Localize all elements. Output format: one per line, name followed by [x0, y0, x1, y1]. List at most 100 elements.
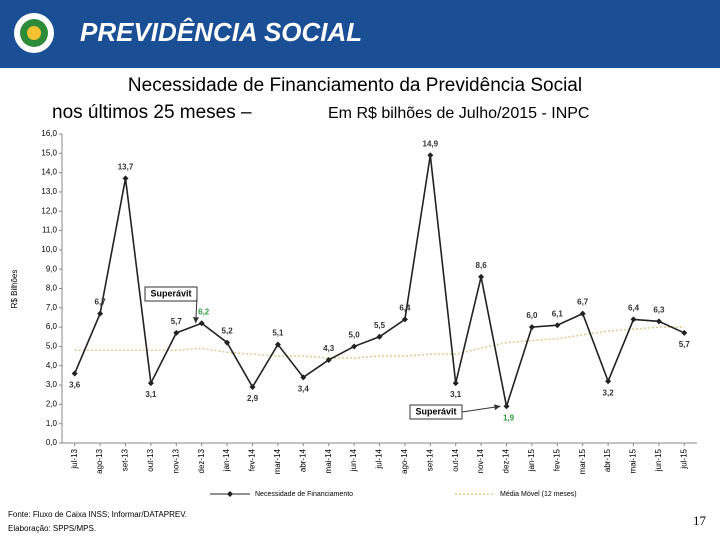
marker	[198, 320, 205, 327]
chart-title: Necessidade de Financiamento da Previdên…	[128, 75, 582, 96]
marker	[300, 374, 307, 381]
y-tick-label: 16,0	[41, 129, 57, 138]
marker	[173, 329, 180, 336]
y-tick-label: 13,0	[41, 187, 57, 196]
x-tick-label: ago-14	[400, 448, 409, 473]
marker	[97, 310, 104, 317]
x-tick-label: jul-13	[70, 448, 79, 469]
value-label: 14,9	[423, 139, 439, 148]
x-tick-label: set-14	[425, 448, 434, 471]
marker	[351, 343, 358, 350]
x-tick-label: mar-14	[273, 448, 282, 474]
marker	[630, 316, 637, 323]
value-label: 2,9	[247, 394, 259, 403]
value-label: 6,0	[526, 311, 538, 320]
marker	[249, 383, 256, 390]
logo-core	[27, 26, 41, 40]
marker	[681, 329, 688, 336]
y-tick-label: 8,0	[46, 284, 58, 293]
marker	[605, 378, 612, 385]
marker	[147, 380, 154, 387]
y-axis-label: R$ Bilhões	[10, 270, 19, 309]
value-label: 6,3	[653, 305, 665, 314]
y-tick-label: 0,0	[46, 438, 58, 447]
value-label: 4,3	[323, 344, 335, 353]
x-tick-label: jan-15	[527, 448, 536, 472]
arrow-head	[192, 317, 199, 324]
y-tick-label: 5,0	[46, 342, 58, 351]
value-label: 3,4	[298, 384, 310, 393]
value-label: 5,7	[171, 317, 183, 326]
y-tick-label: 7,0	[46, 303, 58, 312]
x-tick-label: out-14	[451, 448, 460, 471]
y-tick-label: 12,0	[41, 206, 57, 215]
x-tick-label: dez-13	[197, 448, 206, 473]
marker	[376, 333, 383, 340]
x-tick-label: nov-14	[476, 448, 485, 473]
marker	[655, 318, 662, 325]
x-tick-label: jan-14	[222, 448, 231, 472]
x-tick-label: nov-13	[171, 448, 180, 473]
value-label: 8,6	[476, 261, 488, 270]
value-label: 1,9	[503, 413, 515, 422]
header-bar	[0, 0, 720, 68]
x-tick-label: mar-15	[578, 448, 587, 474]
value-label: 5,7	[679, 340, 691, 349]
y-tick-label: 1,0	[46, 419, 58, 428]
arrow-head	[494, 404, 501, 411]
y-tick-label: 15,0	[41, 148, 57, 157]
x-tick-label: set-13	[121, 448, 130, 471]
marker	[274, 341, 281, 348]
marker	[503, 403, 510, 410]
x-tick-label: mai-15	[629, 448, 638, 473]
credit: Elaboração: SPPS/MPS.	[8, 524, 96, 533]
y-tick-label: 4,0	[46, 361, 58, 370]
marker	[528, 324, 535, 331]
legend-label: Média Móvel (12 meses)	[500, 491, 577, 498]
marker	[554, 322, 561, 329]
marker	[122, 175, 129, 182]
chart-subtitle: Em R$ bilhões de Julho/2015 - INPC	[328, 105, 589, 122]
marker	[71, 370, 78, 377]
annotation-arrow	[461, 405, 501, 413]
value-label: 6,1	[552, 309, 564, 318]
x-tick-label: fev-15	[552, 448, 561, 471]
x-tick-label: dez-14	[502, 448, 511, 473]
value-label: 13,7	[118, 163, 134, 172]
page-number: 17	[693, 513, 707, 528]
value-label: 3,1	[450, 390, 462, 399]
value-label: 5,0	[349, 331, 361, 340]
y-tick-label: 3,0	[46, 380, 58, 389]
header-title: PREVIDÊNCIA SOCIAL	[80, 17, 362, 47]
x-tick-label: fev-14	[248, 448, 257, 471]
annotation-box	[144, 286, 198, 302]
marker	[478, 273, 485, 280]
annotation: Superávit	[415, 406, 456, 416]
y-tick-label: 11,0	[42, 226, 58, 235]
x-tick-label: abr-14	[298, 448, 307, 472]
marker	[579, 310, 586, 317]
value-label: 6,2	[198, 307, 210, 316]
x-tick-label: abr-15	[603, 448, 612, 472]
value-label: 6,7	[95, 298, 107, 307]
x-tick-label: jun-14	[349, 448, 358, 472]
y-tick-label: 2,0	[46, 399, 58, 408]
value-label: 5,2	[222, 327, 234, 336]
x-tick-label: out-13	[146, 448, 155, 471]
y-tick-label: 14,0	[41, 168, 57, 177]
moving-average-line	[74, 326, 685, 359]
value-label: 6,7	[577, 298, 589, 307]
value-label: 3,6	[69, 381, 81, 390]
value-label: 3,2	[603, 388, 615, 397]
y-tick-label: 9,0	[46, 264, 58, 273]
value-label: 3,1	[145, 390, 157, 399]
legend-label: Necessidade de Financiamento	[255, 491, 353, 498]
marker	[401, 316, 408, 323]
x-tick-label: ago-13	[95, 448, 104, 473]
financing-line	[73, 155, 685, 407]
legend-marker	[227, 491, 233, 497]
x-tick-label: jul-15	[679, 448, 688, 469]
value-label: 5,1	[272, 329, 284, 338]
value-label: 6,4	[399, 304, 411, 313]
